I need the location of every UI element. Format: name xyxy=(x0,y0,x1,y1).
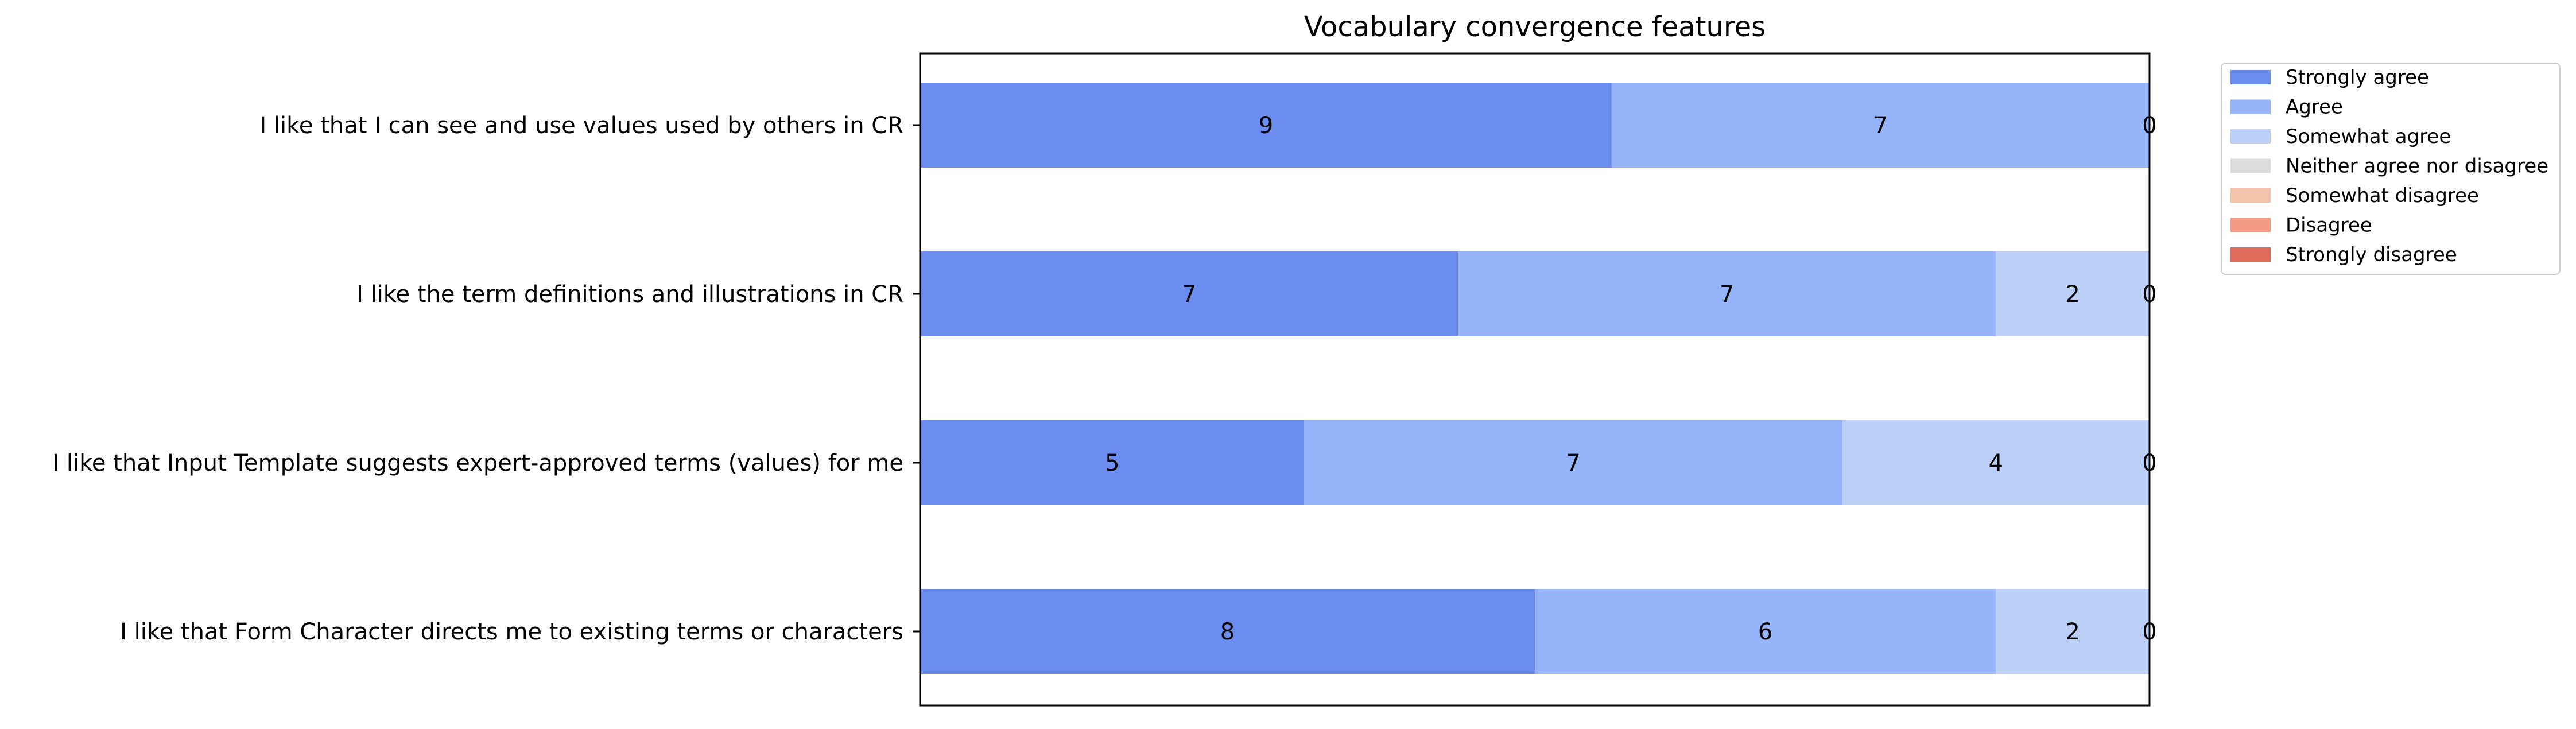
bar-segment xyxy=(920,589,1535,674)
bar-value-label: 7 xyxy=(1182,281,1196,308)
legend-label: Strongly agree xyxy=(2286,66,2429,89)
bar-value-label: 2 xyxy=(2065,619,2080,645)
bar-value-label: 9 xyxy=(1259,113,1273,139)
bar-segment xyxy=(1996,251,2150,336)
legend-label: Somewhat agree xyxy=(2286,125,2451,148)
y-tick-label: I like the term definitions and illustra… xyxy=(356,281,903,308)
bar-value-label: 4 xyxy=(1989,450,2003,476)
chart-title: Vocabulary convergence features xyxy=(1304,11,1766,43)
legend-items: Strongly agree Agree Somewhat agree Neither… xyxy=(2230,66,2548,266)
legend-swatch xyxy=(2230,99,2271,114)
bar-segment xyxy=(1304,420,1842,505)
bar-segment xyxy=(1535,589,1996,674)
bar-segment xyxy=(1996,589,2150,674)
bar-value-label: 6 xyxy=(1758,619,1772,645)
legend-swatch xyxy=(2230,70,2271,84)
bars-layer xyxy=(920,83,2150,674)
legend-swatch xyxy=(2230,158,2271,173)
legend: Strongly agree Agree Somewhat agree Neither… xyxy=(2221,63,2561,275)
y-tick-label: I like that Form Character directs me to… xyxy=(120,619,903,645)
bar-value-label: 5 xyxy=(1105,450,1119,476)
category-labels-layer: I like that I can see and use values use… xyxy=(52,113,903,645)
bar-segment xyxy=(1842,420,2150,505)
legend-label: Neither agree nor disagree xyxy=(2286,155,2548,178)
bar-segment xyxy=(920,83,1612,168)
y-tick-label: I like that I can see and use values use… xyxy=(259,113,903,139)
bar-segment xyxy=(920,251,1458,336)
legend-label: Somewhat disagree xyxy=(2286,184,2479,207)
bar-segment xyxy=(1458,251,1996,336)
legend-swatch xyxy=(2230,218,2271,232)
bar-value-label: 7 xyxy=(1566,450,1580,476)
bar-value-label: 7 xyxy=(1873,113,1888,139)
bar-labels-layer: 9 7 07 7 2 05 7 4 08 6 2 0 xyxy=(1105,113,2157,645)
bar-value-label: 2 xyxy=(2065,281,2080,308)
legend-label: Agree xyxy=(2286,96,2343,119)
bar-segment xyxy=(920,420,1305,505)
bar-value-label: 7 xyxy=(1720,281,1734,308)
y-tick-label: I like that Input Template suggests expe… xyxy=(52,450,903,476)
y-ticks-layer xyxy=(913,124,920,633)
legend-swatch xyxy=(2230,247,2271,262)
legend-label: Strongly disagree xyxy=(2286,243,2457,266)
plot-frame xyxy=(919,52,2151,707)
bar-value-label: 8 xyxy=(1220,619,1235,645)
legend-swatch xyxy=(2230,188,2271,203)
legend-swatch xyxy=(2230,129,2271,144)
legend-label: Disagree xyxy=(2286,214,2372,237)
legend-frame xyxy=(2221,63,2561,275)
bar-segment xyxy=(1611,83,2150,168)
